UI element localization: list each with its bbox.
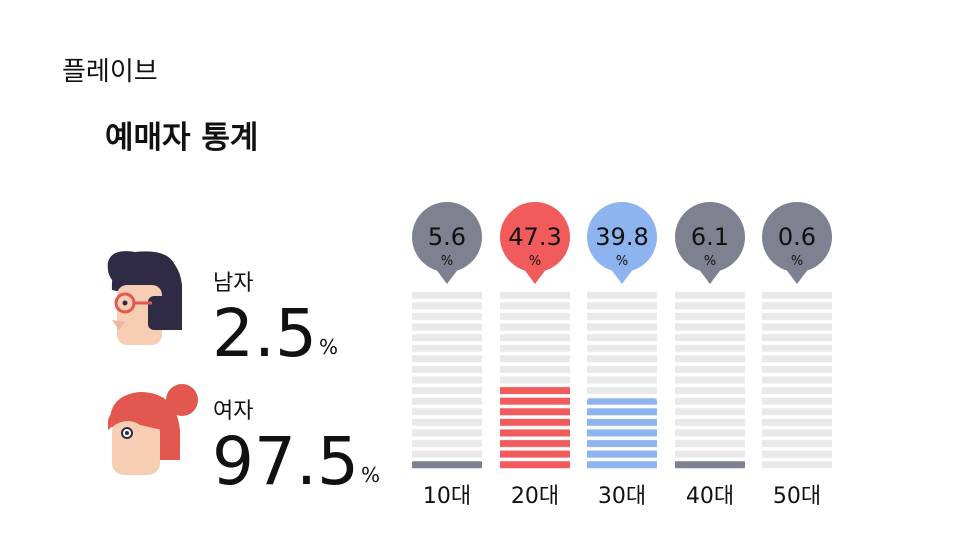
bar [587,398,657,470]
bar-track [412,290,482,470]
value-bubble [675,202,745,272]
x-tick-label: 10대 [423,484,471,509]
gender-value: 2.5 [212,295,317,372]
value-unit: % [704,254,716,269]
value-unit: % [616,254,628,269]
gender-label: 남자 [213,271,253,296]
page-title: 예매자 통계 [105,120,258,156]
x-tick-label: 50대 [773,484,821,509]
value-unit: % [529,254,541,269]
app-name: 플레이브 [62,57,158,87]
age-chart: 5.6% 10대 47.3% 20대 39.8% 30대 6.1% 40대 0.6% 50대 [412,202,832,509]
gender-label: 여자 [213,399,253,424]
x-tick-label: 20대 [511,484,559,509]
x-tick-label: 40대 [686,484,734,509]
gender-unit: % [361,463,380,487]
value-bubble [610,268,634,284]
value-unit: % [441,254,453,269]
value-label: 47.3 [508,223,561,251]
value-bubble [412,202,482,272]
value-unit: % [791,254,803,269]
bar [762,468,832,470]
value-label: 5.6 [428,223,466,251]
bar-track [762,290,832,470]
value-label: 0.6 [778,223,816,251]
bar [675,459,745,470]
bar [500,384,570,470]
bar-track [675,290,745,470]
male-icon [107,251,182,345]
x-tick-label: 30대 [598,484,646,509]
value-bubble [435,268,459,284]
value-bubble [587,202,657,272]
female-icon [108,384,198,475]
value-label: 39.8 [595,223,648,251]
gender-value: 97.5 [212,423,359,500]
value-bubble [762,202,832,272]
bar [412,459,482,470]
value-bubble [500,202,570,272]
value-bubble [698,268,722,284]
value-bubble [523,268,547,284]
gender-unit: % [319,335,338,359]
value-label: 6.1 [691,223,729,251]
value-bubble [785,268,809,284]
